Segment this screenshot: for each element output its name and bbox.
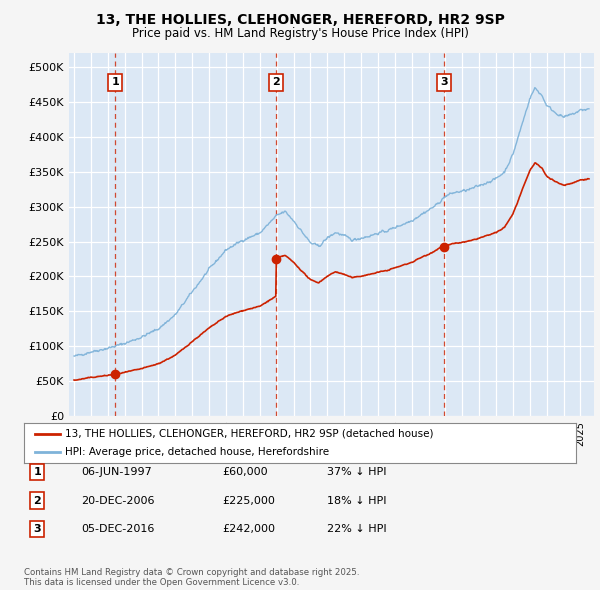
Text: 1: 1 [34,467,41,477]
Text: 2: 2 [34,496,41,506]
Text: 13, THE HOLLIES, CLEHONGER, HEREFORD, HR2 9SP: 13, THE HOLLIES, CLEHONGER, HEREFORD, HR… [95,13,505,27]
Text: 18% ↓ HPI: 18% ↓ HPI [327,496,386,506]
Text: £225,000: £225,000 [222,496,275,506]
Text: Contains HM Land Registry data © Crown copyright and database right 2025.
This d: Contains HM Land Registry data © Crown c… [24,568,359,587]
Text: 22% ↓ HPI: 22% ↓ HPI [327,524,386,534]
Text: £242,000: £242,000 [222,524,275,534]
Text: 06-JUN-1997: 06-JUN-1997 [81,467,152,477]
Text: 05-DEC-2016: 05-DEC-2016 [81,524,154,534]
Text: 3: 3 [440,77,448,87]
Text: 1: 1 [112,77,119,87]
Text: 3: 3 [34,524,41,534]
Text: 20-DEC-2006: 20-DEC-2006 [81,496,155,506]
Text: 37% ↓ HPI: 37% ↓ HPI [327,467,386,477]
Text: 2: 2 [272,77,280,87]
Text: £60,000: £60,000 [222,467,268,477]
Text: HPI: Average price, detached house, Herefordshire: HPI: Average price, detached house, Here… [65,447,329,457]
Text: Price paid vs. HM Land Registry's House Price Index (HPI): Price paid vs. HM Land Registry's House … [131,27,469,40]
Text: 13, THE HOLLIES, CLEHONGER, HEREFORD, HR2 9SP (detached house): 13, THE HOLLIES, CLEHONGER, HEREFORD, HR… [65,429,434,439]
